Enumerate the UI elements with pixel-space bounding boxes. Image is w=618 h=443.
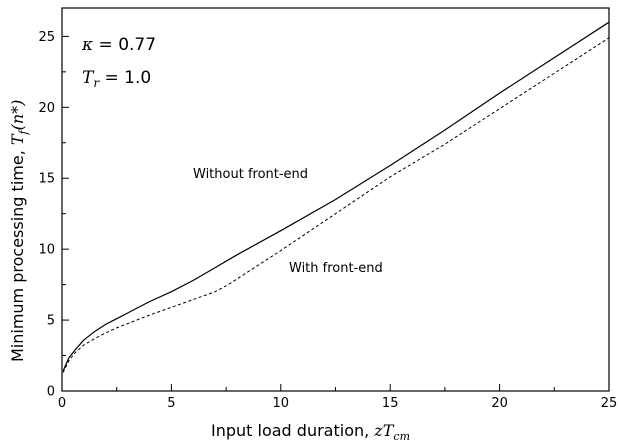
x-tick-label-0: 0 — [58, 396, 66, 411]
x-tick-label-10: 10 — [273, 396, 290, 411]
with-front-end-line — [62, 37, 610, 373]
without-front-end-line — [62, 21, 610, 372]
y-tick-label-15: 15 — [38, 172, 55, 187]
kappa-annotation: κ = 0.77 — [81, 35, 156, 55]
axis-ticks: 0 5 10 15 20 25 0 5 10 15 20 25 — [38, 30, 617, 411]
without-front-end-label: Without front-end — [193, 167, 308, 182]
x-tick-label-15: 15 — [382, 396, 399, 411]
y-tick-label-20: 20 — [38, 101, 55, 116]
y-tick-label-10: 10 — [38, 243, 55, 258]
y-axis-label: Minimum processing time, Tf(n*) — [8, 100, 30, 362]
series-group — [62, 21, 610, 373]
with-front-end-label: With front-end — [289, 261, 383, 276]
x-axis-label: Input load duration, zTcm — [211, 421, 410, 443]
tr-annotation: Tr = 1.0 — [82, 68, 151, 90]
x-tick-label-20: 20 — [491, 396, 508, 411]
y-tick-label-25: 25 — [38, 30, 55, 45]
y-tick-label-5: 5 — [47, 314, 55, 329]
y-tick-label-0: 0 — [47, 385, 55, 400]
x-tick-label-5: 5 — [167, 396, 175, 411]
x-tick-label-25: 25 — [601, 396, 618, 411]
